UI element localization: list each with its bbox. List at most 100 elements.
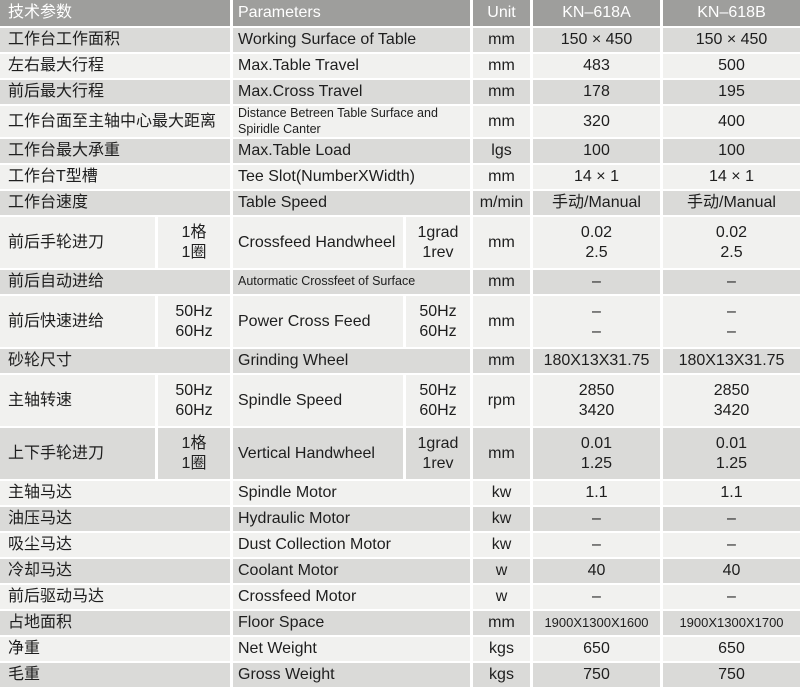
param-name-cn: 吸尘马达 [0,533,230,558]
param-sub-cn: 50Hz 60Hz [158,296,230,348]
unit-cell: lgs [473,139,530,164]
param-name-en: Max.Cross Travel [233,80,470,104]
table-row: 工作台面至主轴中心最大距离 Distance Betreen Table Surf… [0,106,800,138]
param-name-en: Spindle Speed [233,375,403,427]
param-name-cn: 前后手轮进刀 [0,217,155,269]
param-name-cn: 主轴转速 [0,375,155,427]
table-row: 吸尘马达 Dust Collection Motor kw – – [0,533,800,558]
header-cn-title: 技术参数 [0,0,230,26]
unit-cell: mm [473,270,530,295]
param-name-cn: 上下手轮进刀 [0,428,155,480]
header-parameters: Parameters [233,0,470,26]
param-name-en: Gross Weight [233,663,470,687]
param-sub-en: 50Hz 60Hz [406,296,470,348]
param-name-cn: 工作台T型槽 [0,165,230,190]
table-row: 前后驱动马达 Crossfeed Motor w – – [0,585,800,610]
param-name-cn: 油压马达 [0,507,230,532]
param-name-en: Net Weight [233,637,470,662]
param-name-en: Spindle Motor [233,481,470,506]
value-a-cell: 100 [533,139,660,164]
param-name-en: Max.Table Travel [233,54,470,78]
param-name-cn: 前后驱动马达 [0,585,230,610]
value-b-cell: 750 [663,663,800,687]
param-name-cn: 前后最大行程 [0,80,230,104]
table-row: 工作台T型槽 Tee Slot(NumberXWidth) mm 14 × 1 14 ×… [0,165,800,190]
table-row: 前后快速进给 50Hz 60Hz Power Cross Feed 50Hz 60Hz… [0,296,800,348]
param-name-cn: 工作台工作面积 [0,28,230,52]
value-b-cell: – [663,270,800,295]
table-row: 主轴马达 Spindle Motor kw 1.1 1.1 [0,481,800,506]
value-a-cell: – [533,270,660,295]
unit-cell: kw [473,481,530,506]
unit-cell: mm [473,611,530,636]
value-a-cell: – [533,533,660,558]
value-b-cell: 40 [663,559,800,584]
header-unit: Unit [473,0,530,26]
value-b-cell: 400 [663,106,800,138]
value-b-cell: 100 [663,139,800,164]
value-a-cell: – – [533,296,660,348]
value-b-cell: 150 × 450 [663,28,800,52]
value-a-cell: 750 [533,663,660,687]
param-name-en: Coolant Motor [233,559,470,584]
table-row: 上下手轮进刀 1格 1圈 Vertical Handwheel 1grad 1rev m… [0,428,800,480]
param-name-en: Max.Table Load [233,139,470,164]
value-a-cell: – [533,507,660,532]
value-a-cell: – [533,585,660,610]
param-name-en: Power Cross Feed [233,296,403,348]
table-row: 主轴转速 50Hz 60Hz Spindle Speed 50Hz 60Hz rpm 28… [0,375,800,427]
unit-cell: m/min [473,191,530,216]
param-name-cn: 前后自动进给 [0,270,230,295]
value-b-cell: 0.01 1.25 [663,428,800,480]
value-a-cell: 手动/Manual [533,191,660,216]
unit-cell: mm [473,80,530,104]
value-a-cell: 40 [533,559,660,584]
value-a-cell: 180X13X31.75 [533,349,660,374]
value-b-cell: 180X13X31.75 [663,349,800,374]
unit-cell: kw [473,533,530,558]
unit-cell: mm [473,296,530,348]
unit-cell: mm [473,217,530,269]
param-name-en: Vertical Handwheel [233,428,403,480]
value-a-cell: 0.02 2.5 [533,217,660,269]
param-name-en: Distance Betreen Table Surface and Spiri… [233,106,470,138]
param-name-cn: 占地面积 [0,611,230,636]
table-row: 占地面积 Floor Space mm 1900X1300X1600 1900X1300… [0,611,800,636]
table-row: 砂轮尺寸 Grinding Wheel mm 180X13X31.75 180X13X3… [0,349,800,374]
unit-cell: mm [473,349,530,374]
unit-cell: kgs [473,663,530,687]
param-sub-en: 1grad 1rev [406,217,470,269]
value-a-cell: 14 × 1 [533,165,660,190]
unit-cell: w [473,585,530,610]
table-header-row: 技术参数 Parameters Unit KN–618A KN–618B [0,0,800,26]
table-row: 左右最大行程 Max.Table Travel mm 483 500 [0,54,800,78]
unit-cell: rpm [473,375,530,427]
value-b-cell: – [663,533,800,558]
table-row: 工作台工作面积 Working Surface of Table mm 150 × 4… [0,28,800,52]
param-name-en: Floor Space [233,611,470,636]
param-name-en: Crossfeed Handwheel [233,217,403,269]
value-b-cell: – [663,585,800,610]
value-b-cell: 手动/Manual [663,191,800,216]
param-name-en: Autormatic Crossfeet of Surface [233,270,470,295]
header-model-b: KN–618B [663,0,800,26]
param-name-en: Working Surface of Table [233,28,470,52]
value-a-cell: 150 × 450 [533,28,660,52]
value-a-cell: 1900X1300X1600 [533,611,660,636]
value-b-cell: 195 [663,80,800,104]
param-name-en: Grinding Wheel [233,349,470,374]
value-b-cell: 0.02 2.5 [663,217,800,269]
table-row: 毛重 Gross Weight kgs 750 750 [0,663,800,687]
value-a-cell: 0.01 1.25 [533,428,660,480]
table-row: 工作台最大承重 Max.Table Load lgs 100 100 [0,139,800,164]
table-row: 净重 Net Weight kgs 650 650 [0,637,800,662]
value-b-cell: 650 [663,637,800,662]
param-sub-en: 50Hz 60Hz [406,375,470,427]
table-row: 工作台速度 Table Speed m/min 手动/Manual 手动/Manual [0,191,800,216]
unit-cell: kgs [473,637,530,662]
value-b-cell: – [663,507,800,532]
value-a-cell: 1.1 [533,481,660,506]
param-sub-cn: 1格 1圈 [158,217,230,269]
param-name-en: Hydraulic Motor [233,507,470,532]
param-name-cn: 前后快速进给 [0,296,155,348]
